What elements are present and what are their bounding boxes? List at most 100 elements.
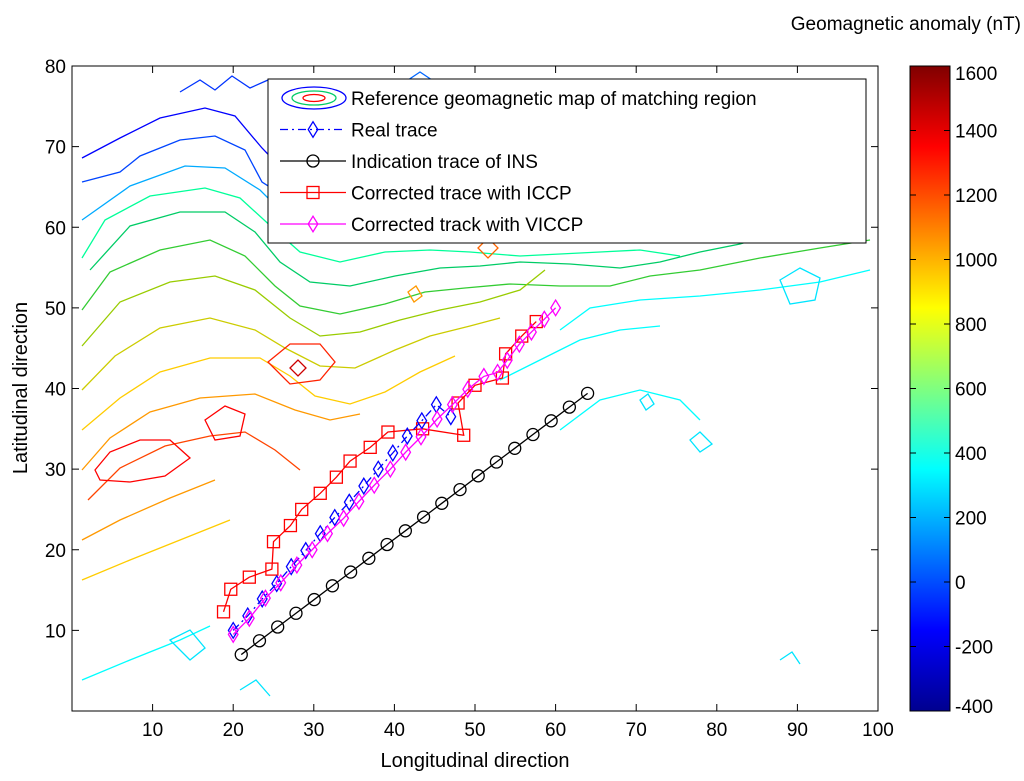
colorbar-title: Geomagnetic anomaly (nT) (791, 14, 1021, 35)
colorbar-tick-label: 800 (955, 315, 987, 336)
contour-line (81, 479, 216, 541)
y-tick-label: 80 (45, 57, 66, 78)
diamond-marker (275, 573, 287, 592)
circle-marker (380, 537, 394, 552)
series-corrected-track-with-viccp (227, 298, 562, 644)
diamond-marker (401, 427, 413, 446)
legend-box (267, 78, 867, 244)
diamond-marker (306, 540, 318, 559)
x-tick-label: 100 (862, 720, 894, 741)
circle-marker (416, 510, 431, 524)
diamond-marker (416, 411, 428, 430)
contour-line (779, 651, 801, 665)
diamond-marker (285, 557, 297, 576)
y-tick-label: 20 (45, 541, 66, 562)
x-axis-label: Longitudinal direction (380, 750, 569, 772)
diamond-marker (271, 574, 283, 593)
contour-line (81, 317, 501, 391)
circle-marker (271, 620, 285, 634)
circle-marker (544, 414, 558, 428)
diamond-marker (243, 609, 255, 628)
square-marker (363, 440, 377, 455)
diamond-marker (501, 351, 513, 370)
diamond-marker (513, 335, 525, 354)
colorbar-tick-label: 1600 (955, 64, 997, 85)
contour-line (81, 269, 546, 347)
circle-marker (453, 482, 467, 497)
y-tick-label: 70 (45, 138, 66, 159)
diamond-marker (446, 395, 458, 414)
x-tick-label: 70 (626, 720, 647, 741)
square-marker (265, 562, 279, 576)
square-marker (224, 582, 238, 596)
x-axis: 10 20 30 40 50 60 70 80 90 100 (142, 66, 894, 741)
contour-line (179, 75, 269, 93)
square-marker (306, 185, 320, 200)
reference-contours (81, 71, 871, 697)
x-tick-label: 20 (223, 720, 244, 741)
diamond-marker (372, 460, 384, 479)
circle-marker (252, 634, 267, 648)
contour-line (168, 629, 206, 661)
y-tick-label: 60 (45, 218, 66, 239)
diamond-marker (400, 443, 412, 462)
square-marker (457, 428, 471, 442)
x-tick-label: 50 (464, 720, 485, 741)
y-tick-label: 10 (45, 621, 66, 642)
x-tick-label: 30 (303, 720, 324, 741)
circle-marker (489, 455, 504, 469)
legend-label: Indication trace of INS (351, 152, 538, 173)
contour-line (499, 325, 661, 381)
colorbar-tick-label: 0 (955, 573, 966, 594)
x-tick-label: 80 (706, 720, 727, 741)
circle-marker (398, 524, 413, 538)
square-marker (343, 454, 357, 468)
contour-line (81, 187, 681, 263)
diamond-marker (321, 524, 334, 543)
contour-line (89, 211, 831, 287)
diamond-marker (492, 363, 504, 382)
series-real-trace (227, 395, 457, 640)
contour-line (87, 431, 301, 501)
circle-marker (362, 551, 376, 565)
contour-line (81, 355, 456, 431)
legend: Reference geomagnetic map of matching re… (267, 78, 867, 244)
diamond-marker (329, 508, 341, 527)
legend-item: Corrected trace with ICCP (280, 184, 572, 205)
colorbar-tick-label: 200 (955, 509, 987, 530)
square-marker (381, 425, 395, 439)
contour-line (689, 431, 714, 453)
circle-marker (526, 427, 540, 442)
circle-marker (234, 647, 248, 662)
colorbar: 1600 1400 1200 1000 800 600 400 200 0 -200 -400 Ge… (791, 14, 1021, 718)
contour-line (639, 393, 655, 411)
series-group (216, 298, 595, 662)
diamond-marker (387, 443, 399, 463)
contour-line (94, 439, 192, 483)
diamond-marker (525, 323, 537, 342)
contour-line (407, 285, 423, 303)
circle-marker (289, 606, 303, 620)
diamond-marker (307, 214, 319, 234)
y-tick-label: 30 (45, 460, 66, 481)
x-tick-label: 10 (142, 720, 163, 741)
legend-item: Corrected track with VICCP (280, 214, 583, 236)
square-marker (329, 470, 344, 484)
colorbar-tick-label: 400 (955, 444, 987, 465)
square-marker (313, 486, 327, 500)
circle-marker (307, 592, 321, 607)
contour-line (559, 269, 871, 331)
colorbar-tick-label: 1000 (955, 251, 997, 272)
diamond-marker (415, 427, 427, 446)
series-line (240, 392, 588, 656)
series-line (232, 307, 557, 635)
legend-item: Indication trace of INS (280, 152, 538, 173)
legend-label: Real trace (351, 121, 438, 142)
contour-line (204, 405, 246, 441)
legend-contour-swatch (281, 86, 347, 110)
contour-line (239, 679, 271, 697)
diamond-marker (358, 477, 370, 496)
legend-label: Corrected track with VICCP (351, 215, 583, 236)
contour-line (81, 519, 231, 581)
